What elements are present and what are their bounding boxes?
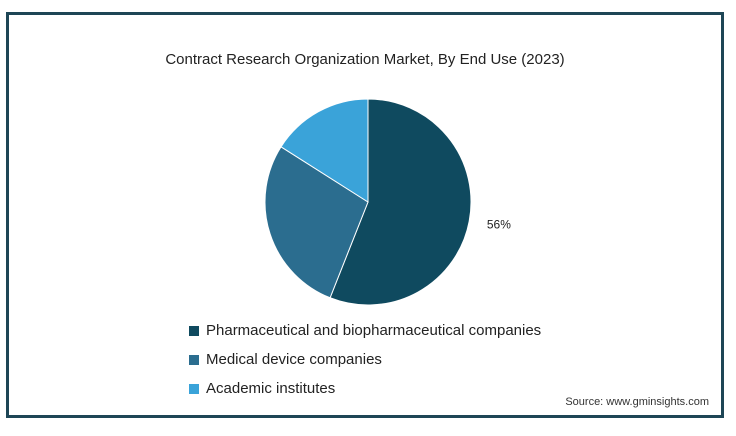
legend-label-academic: Academic institutes <box>206 380 336 397</box>
legend-label-medical-device: Medical device companies <box>206 351 382 368</box>
legend-label-pharma: Pharmaceutical and biopharmaceutical com… <box>206 322 542 339</box>
pie-chart: 56% <box>264 98 511 306</box>
pie-slice-medical-device <box>264 146 369 299</box>
legend-item-medical-device: Medical device companies <box>189 345 541 374</box>
data-label-pharma: 56% <box>487 218 511 232</box>
source-note: Source: www.gminsights.com <box>565 396 709 408</box>
legend: Pharmaceutical and biopharmaceutical com… <box>189 316 541 403</box>
chart-frame: Contract Research Organization Market, B… <box>6 12 724 418</box>
legend-swatch-medical-device <box>189 354 199 365</box>
chart-title: Contract Research Organization Market, B… <box>165 51 565 68</box>
legend-swatch-academic <box>189 383 199 394</box>
pie-slice-academic <box>280 98 369 203</box>
legend-swatch-pharma <box>189 325 199 336</box>
pie-slice-pharma <box>329 98 472 306</box>
legend-item-academic: Academic institutes <box>189 374 541 403</box>
legend-item-pharma: Pharmaceutical and biopharmaceutical com… <box>189 316 541 345</box>
